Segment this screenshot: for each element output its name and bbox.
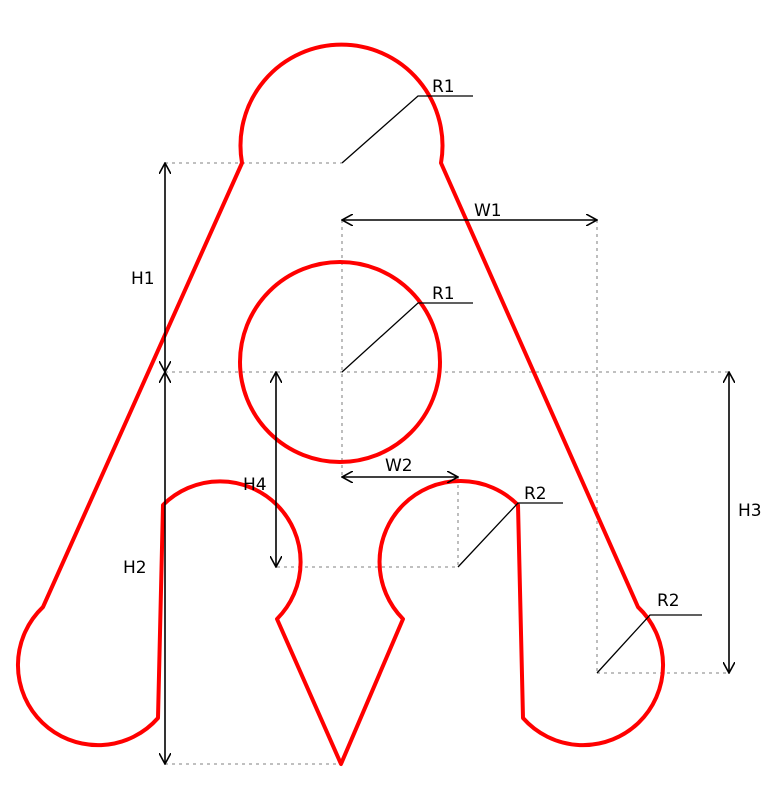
- r2-inner-leader: [457, 502, 563, 568]
- dimension-labels: R1 R1 R2 R2 W1 W2 H1 H2 H3 H4: [123, 77, 762, 611]
- label-r2-inner: R2: [524, 484, 547, 504]
- label-w1: W1: [474, 201, 502, 221]
- radius-leaders: [341, 95, 702, 674]
- construction-guides: [165, 162, 730, 765]
- label-h4: H4: [243, 475, 267, 495]
- label-h3: H3: [738, 501, 762, 521]
- center-hole: [238, 260, 442, 464]
- label-r1-top: R1: [432, 77, 455, 97]
- part-outline: [15, 42, 666, 766]
- label-r2-outer: R2: [657, 591, 680, 611]
- label-h1: H1: [131, 269, 155, 289]
- dimension-lines: [165, 163, 729, 764]
- outer-profile: [15, 42, 666, 766]
- r2-outer-leader: [596, 614, 702, 674]
- label-r1-center: R1: [432, 284, 455, 304]
- r1-center-leader: [341, 302, 473, 373]
- r1-top-leader: [341, 95, 473, 164]
- label-w2: W2: [385, 456, 413, 476]
- label-h2: H2: [123, 558, 147, 578]
